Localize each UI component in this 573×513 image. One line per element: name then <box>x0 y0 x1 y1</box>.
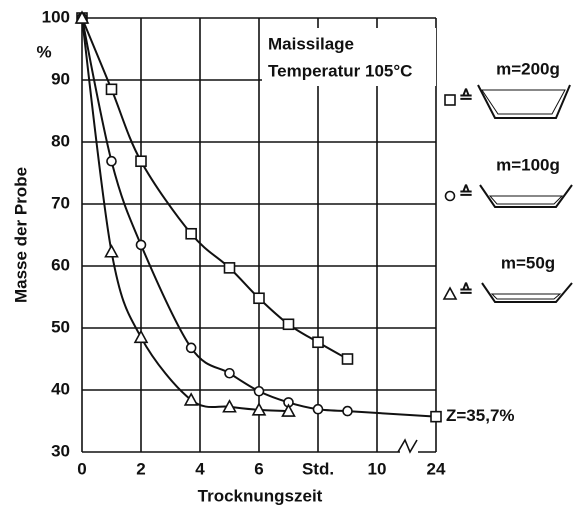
marker-circle <box>253 385 265 397</box>
marker-square <box>430 410 442 423</box>
marker-triangle <box>74 10 90 24</box>
dish-50 <box>481 282 573 303</box>
dish-100 <box>479 184 573 208</box>
marker-square <box>135 155 147 168</box>
dish-50-fill <box>490 293 562 300</box>
dish-200-fill <box>481 89 566 115</box>
marker-circle <box>312 403 324 415</box>
y-tick-label: 60 <box>51 255 70 274</box>
marker-triangle <box>222 399 237 413</box>
legend-label: m=100g <box>496 155 560 174</box>
y-tick-label: 50 <box>51 317 70 336</box>
axis-break <box>397 438 418 454</box>
dish-100-fill <box>488 195 564 205</box>
y-tick-label: 30 <box>51 441 70 460</box>
marker-square <box>312 336 324 349</box>
legend-symbol: ≙ <box>459 183 473 202</box>
chart-title: Maissilage <box>268 34 354 53</box>
legend-symbol: ≙ <box>459 87 473 106</box>
marker-circle <box>185 342 197 354</box>
title-box <box>262 28 436 86</box>
y-tick-label: 40 <box>51 379 70 398</box>
marker-circle <box>106 155 117 167</box>
series-line <box>81 17 289 413</box>
y-axis-label: Masse der Probe <box>11 167 30 303</box>
x-axis-label: Trocknungszeit <box>198 486 323 505</box>
marker-triangle <box>251 402 267 416</box>
legend-marker <box>442 286 458 300</box>
marker-circle <box>342 405 353 417</box>
marker-triangle <box>281 403 296 417</box>
marker-square <box>223 262 236 274</box>
legend-symbol: ≙ <box>459 281 473 300</box>
legend-label: m=200g <box>496 59 560 78</box>
y-tick-label: 90 <box>51 69 70 88</box>
chart-title: Temperatur 105°C <box>268 61 412 80</box>
marker-circle <box>224 367 235 379</box>
x-tick-label: 24 <box>427 459 446 478</box>
x-tick-label: 10 <box>368 459 387 478</box>
marker-triangle <box>183 392 199 406</box>
x-tick-label: 6 <box>254 459 263 478</box>
marker-square <box>185 227 197 240</box>
dish-200 <box>477 84 571 119</box>
y-tick-label: 80 <box>51 131 70 150</box>
x-tick-label: Std. <box>302 459 334 478</box>
legend-label: m=50g <box>501 253 555 272</box>
marker-square <box>282 318 295 331</box>
marker-triangle <box>133 329 149 344</box>
asymptote <box>347 410 437 418</box>
x-tick-label: 4 <box>195 459 205 478</box>
marker-square <box>105 83 118 96</box>
x-tick-label: 2 <box>136 459 145 478</box>
marker-triangle <box>104 244 119 258</box>
marker-square <box>253 292 265 305</box>
marker-circle <box>135 239 147 251</box>
y-unit: % <box>36 42 51 61</box>
legend-marker <box>444 94 456 106</box>
y-tick-label: 70 <box>51 193 70 212</box>
legend-marker <box>444 190 456 202</box>
z-label: Z=35,7% <box>446 406 515 425</box>
y-tick-label: 100 <box>42 7 70 26</box>
x-tick-label: 0 <box>77 459 86 478</box>
dish-icons <box>477 84 573 303</box>
marker-square <box>341 353 354 365</box>
